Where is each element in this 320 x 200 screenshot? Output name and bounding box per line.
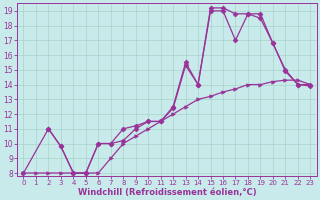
X-axis label: Windchill (Refroidissement éolien,°C): Windchill (Refroidissement éolien,°C) <box>77 188 256 197</box>
